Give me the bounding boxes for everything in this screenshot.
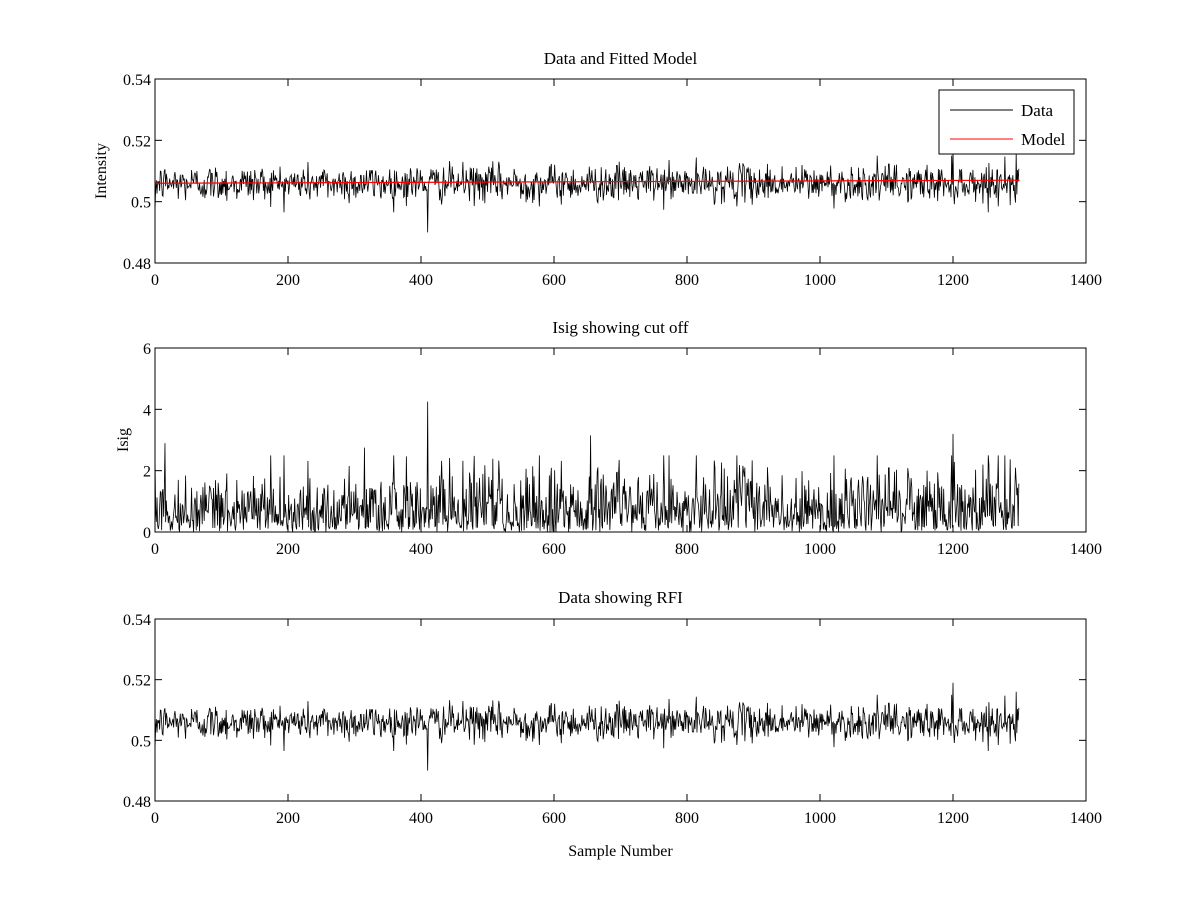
panel-3-title: Data showing RFI bbox=[558, 588, 683, 607]
series-line-model bbox=[154, 179, 1020, 184]
x-tick-label: 0 bbox=[151, 272, 159, 289]
y-tick-label: 2 bbox=[143, 464, 151, 481]
x-tick-label: 400 bbox=[409, 810, 433, 827]
y-tick-label: 0.52 bbox=[123, 673, 151, 690]
x-tick-label: 0 bbox=[151, 810, 159, 827]
x-tick-label: 0 bbox=[151, 541, 159, 558]
x-tick-label: 200 bbox=[276, 810, 300, 827]
series-line-data bbox=[154, 401, 1020, 533]
y-tick-label: 0.48 bbox=[123, 256, 151, 273]
legend-box bbox=[938, 89, 1075, 155]
series-line-data bbox=[154, 682, 1020, 771]
panel-data-and-fitted-model: Data and Fitted Model Intensity 0 200 400 6… bbox=[93, 49, 1102, 289]
x-tick-label: 1200 bbox=[937, 272, 969, 289]
panel-2-axes-box bbox=[154, 347, 1087, 533]
panel-1-legend: Data Model bbox=[938, 89, 1075, 155]
panel-2-series bbox=[154, 401, 1020, 533]
x-tick-label: 600 bbox=[542, 272, 566, 289]
y-tick-label: 6 bbox=[143, 341, 151, 358]
panel-2-y-axis-label: Isig bbox=[115, 428, 132, 452]
panel-1-series bbox=[154, 149, 1020, 233]
x-tick-label: 800 bbox=[675, 810, 699, 827]
x-tick-label: 200 bbox=[276, 272, 300, 289]
y-tick-label: 0.54 bbox=[123, 72, 151, 89]
panel-3-x-axis-label: Sample Number bbox=[568, 843, 673, 860]
panel-data-showing-rfi: Data showing RFI Sample Number 0 200 400 60… bbox=[123, 588, 1102, 860]
x-tick-label: 600 bbox=[542, 541, 566, 558]
y-tick-label: 0.5 bbox=[131, 733, 151, 750]
y-tick-label: 0.5 bbox=[131, 195, 151, 212]
panel-1-title: Data and Fitted Model bbox=[544, 49, 698, 68]
y-tick-label: 0.52 bbox=[123, 133, 151, 150]
x-tick-label: 1000 bbox=[804, 810, 836, 827]
x-tick-label: 400 bbox=[409, 541, 433, 558]
legend-model-label: Model bbox=[1021, 130, 1066, 149]
x-tick-label: 1200 bbox=[937, 541, 969, 558]
y-tick-label: 0.54 bbox=[123, 612, 151, 629]
panel-1-axes-box bbox=[154, 78, 1087, 264]
panel-3-axes-box bbox=[154, 618, 1087, 802]
x-tick-label: 200 bbox=[276, 541, 300, 558]
panel-2-ticks: 0 200 400 600 800 1000 1200 1400 0 2 4 6 bbox=[143, 341, 1102, 558]
legend-data-label: Data bbox=[1021, 101, 1054, 120]
x-tick-label: 1400 bbox=[1070, 541, 1102, 558]
y-tick-label: 0 bbox=[143, 525, 151, 542]
y-tick-label: 0.48 bbox=[123, 794, 151, 811]
x-tick-label: 1000 bbox=[804, 541, 836, 558]
x-tick-label: 1000 bbox=[804, 272, 836, 289]
x-tick-label: 800 bbox=[675, 541, 699, 558]
x-tick-label: 1400 bbox=[1070, 272, 1102, 289]
panel-isig-showing-cut-off: Isig showing cut off Isig 0 200 400 600 800 1… bbox=[115, 318, 1102, 558]
x-tick-label: 600 bbox=[542, 810, 566, 827]
x-tick-label: 1200 bbox=[937, 810, 969, 827]
y-tick-label: 4 bbox=[143, 402, 151, 419]
panel-2-title: Isig showing cut off bbox=[552, 318, 688, 337]
x-tick-label: 800 bbox=[675, 272, 699, 289]
panel-1-y-axis-label: Intensity bbox=[93, 143, 110, 199]
x-tick-label: 400 bbox=[409, 272, 433, 289]
x-tick-label: 1400 bbox=[1070, 810, 1102, 827]
panel-3-series bbox=[154, 682, 1020, 771]
panel-1-ticks: 0 200 400 600 800 1000 1200 1400 0.48 0.5 0.52 0.54 bbox=[123, 72, 1102, 289]
series-line-data bbox=[154, 149, 1020, 233]
